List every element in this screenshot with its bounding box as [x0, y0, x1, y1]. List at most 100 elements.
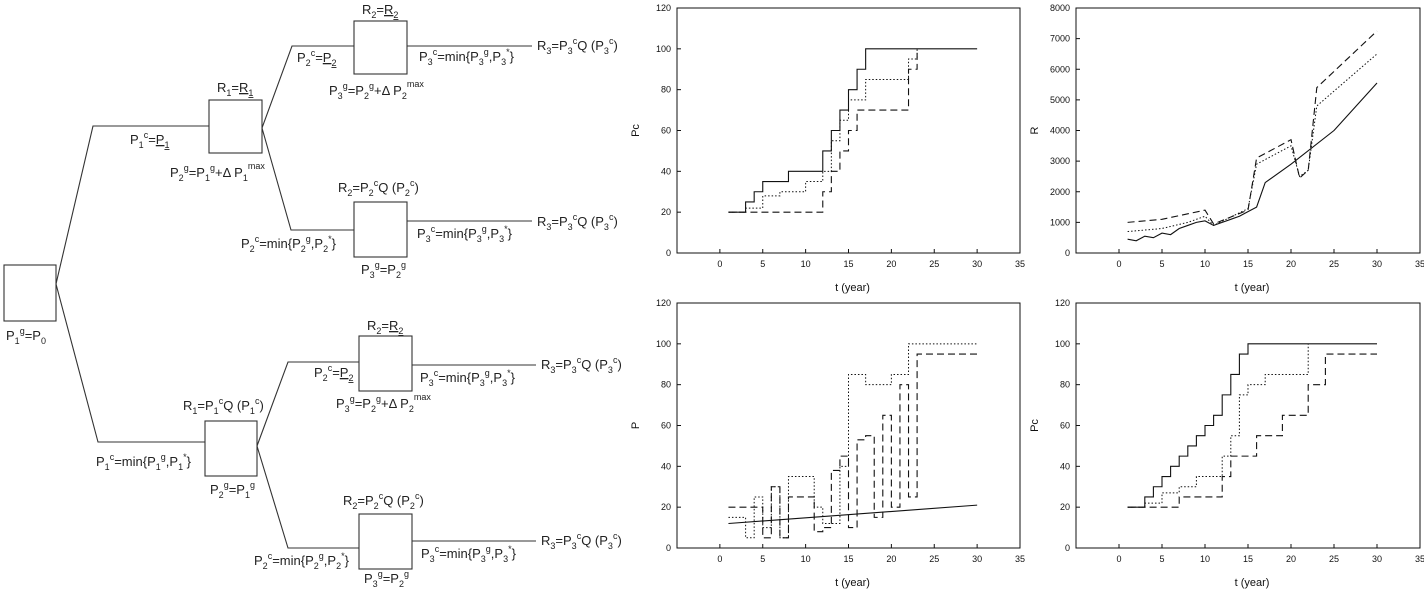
y-tick-label: 20: [1060, 502, 1070, 512]
y-tick-label: 40: [1060, 461, 1070, 471]
x-tick-label: 5: [760, 259, 765, 269]
x-tick-label: 15: [843, 554, 853, 564]
x-tick-label: 15: [1243, 554, 1253, 564]
plot-frame: [676, 302, 1021, 549]
x-tick-label: 0: [1116, 554, 1121, 564]
x-tick-label: 10: [801, 259, 811, 269]
x-tick-label: 0: [717, 259, 722, 269]
label-ll-r2: R2=P2cQ (P2c): [343, 491, 424, 511]
x-tick-label: 10: [1200, 554, 1210, 564]
chart-pc-bottom: 0 20 40 60 80 100 120 0 5 10 15 20 25 30 35 t (year) Pc: [1029, 298, 1424, 589]
y-tick-label: 100: [656, 339, 671, 349]
series-line-dotted: [728, 48, 918, 213]
ul-node: [353, 201, 408, 258]
label-lu-r2: R2=R2: [367, 318, 403, 336]
y-tick-label: 60: [661, 126, 671, 136]
x-axis-label: t (year): [835, 577, 870, 589]
x-tick-label: 10: [801, 554, 811, 564]
plot-frame: [1075, 7, 1421, 254]
x-tick-label: 25: [929, 554, 939, 564]
y-tick-label: 8000: [1050, 3, 1070, 13]
branch-ul: [261, 127, 354, 231]
label-ll-r3: R3=P3cQ (P3c): [541, 531, 622, 551]
series-line-dashed: [728, 353, 978, 539]
y-tick-label: 80: [661, 85, 671, 95]
lower-node: [204, 420, 258, 477]
y-axis-label: Pc: [1029, 419, 1041, 432]
label-lower-p1c: P1c=min{P1g,P1*}: [96, 452, 192, 472]
label-ul-r3: R3=P3cQ (P3c): [537, 212, 618, 232]
y-tick-label: 120: [656, 3, 671, 13]
x-tick-label: 0: [717, 554, 722, 564]
x-tick-label: 15: [843, 259, 853, 269]
chart-pc-top: 0 20 40 60 80 100 120 0 5 10 15 20 25 30 35 t (year) Pc: [630, 3, 1025, 294]
label-upper-r1: R1=R1: [217, 80, 253, 98]
y-tick-label: 100: [656, 44, 671, 54]
label-ll-p3c: P3c=min{P3g,P3*}: [421, 544, 517, 564]
x-tick-label: 15: [1243, 259, 1253, 269]
y-axis-label: Pc: [630, 124, 642, 137]
y-tick-label: 60: [1060, 421, 1070, 431]
branch-lu: [256, 361, 359, 447]
x-tick-label: 5: [1159, 554, 1164, 564]
x-tick-label: 25: [1329, 554, 1339, 564]
y-tick-label: 7000: [1050, 34, 1070, 44]
y-axis-label: R: [1029, 126, 1041, 134]
label-ll-p2c: P2c=min{P2g,P2*}: [254, 551, 350, 571]
branch-upper: [55, 125, 209, 285]
y-tick-label: 3000: [1050, 156, 1070, 166]
y-tick-label: 20: [661, 207, 671, 217]
x-tick-label: 5: [760, 554, 765, 564]
x-tick-label: 20: [886, 259, 896, 269]
plot-frame: [1075, 302, 1421, 549]
x-tick-label: 20: [1286, 259, 1296, 269]
y-tick-label: 4000: [1050, 126, 1070, 136]
decision-tree-diagram: P1g=P0 P1c=P1 R1=R1 P2g=P1g+Δ P1max R2=R…: [3, 2, 622, 589]
y-tick-label: 0: [1065, 248, 1070, 258]
y-tick-label: 80: [1060, 380, 1070, 390]
label-uu-p3c: P3c=min{P3g,P3*}: [419, 47, 515, 67]
x-tick-label: 10: [1200, 259, 1210, 269]
y-tick-label: 5000: [1050, 95, 1070, 105]
y-tick-label: 1000: [1050, 217, 1070, 227]
branch-lower: [55, 283, 205, 443]
label-ul-p2c: P2c=min{P2g,P2*}: [241, 234, 337, 254]
x-tick-label: 25: [929, 259, 939, 269]
chart-p-bottom: 0 20 40 60 80 100 120 0 5 10 15 20 25 30 35 t (year) P: [630, 298, 1025, 589]
series-line-solid: [1127, 343, 1377, 508]
y-tick-label: 40: [661, 166, 671, 176]
series-line-dashed: [1127, 30, 1378, 225]
series-line-dashed: [728, 48, 918, 213]
ll-node: [358, 513, 413, 570]
y-tick-label: 0: [666, 543, 671, 553]
x-axis-label: t (year): [1235, 282, 1270, 294]
x-tick-label: 30: [1372, 259, 1382, 269]
series-line-solid: [1127, 82, 1378, 242]
x-tick-label: 35: [1415, 259, 1424, 269]
y-tick-label: 2000: [1050, 187, 1070, 197]
x-tick-label: 5: [1159, 259, 1164, 269]
label-upper-p2g: P2g=P1g+Δ P1max: [170, 161, 265, 183]
x-tick-label: 30: [1372, 554, 1382, 564]
x-tick-label: 25: [1329, 259, 1339, 269]
label-ul-p3c: P3c=min{P3g,P3*}: [417, 224, 513, 244]
y-tick-label: 80: [661, 380, 671, 390]
label-lower-r1: R1=P1cQ (P1c): [183, 396, 264, 416]
branch-uu: [261, 45, 354, 129]
label-uu-r2: R2=R2: [362, 2, 398, 20]
x-tick-label: 30: [972, 259, 982, 269]
y-tick-label: 120: [1055, 298, 1070, 308]
label-lu-r3: R3=P3cQ (P3c): [541, 355, 622, 375]
label-ul-r2: R2=P2cQ (P2c): [338, 178, 419, 198]
lu-node: [358, 335, 413, 392]
label-uu-p3g: P3g=P2g+Δ P2max: [329, 79, 424, 101]
series-line-dotted: [1127, 53, 1378, 233]
branch-ll: [256, 445, 359, 549]
x-axis-label: t (year): [1235, 577, 1270, 589]
y-tick-label: 20: [661, 502, 671, 512]
x-tick-label: 35: [1015, 259, 1025, 269]
root-node: [3, 264, 57, 322]
y-tick-label: 120: [656, 298, 671, 308]
series-line-dashed: [1127, 353, 1377, 508]
